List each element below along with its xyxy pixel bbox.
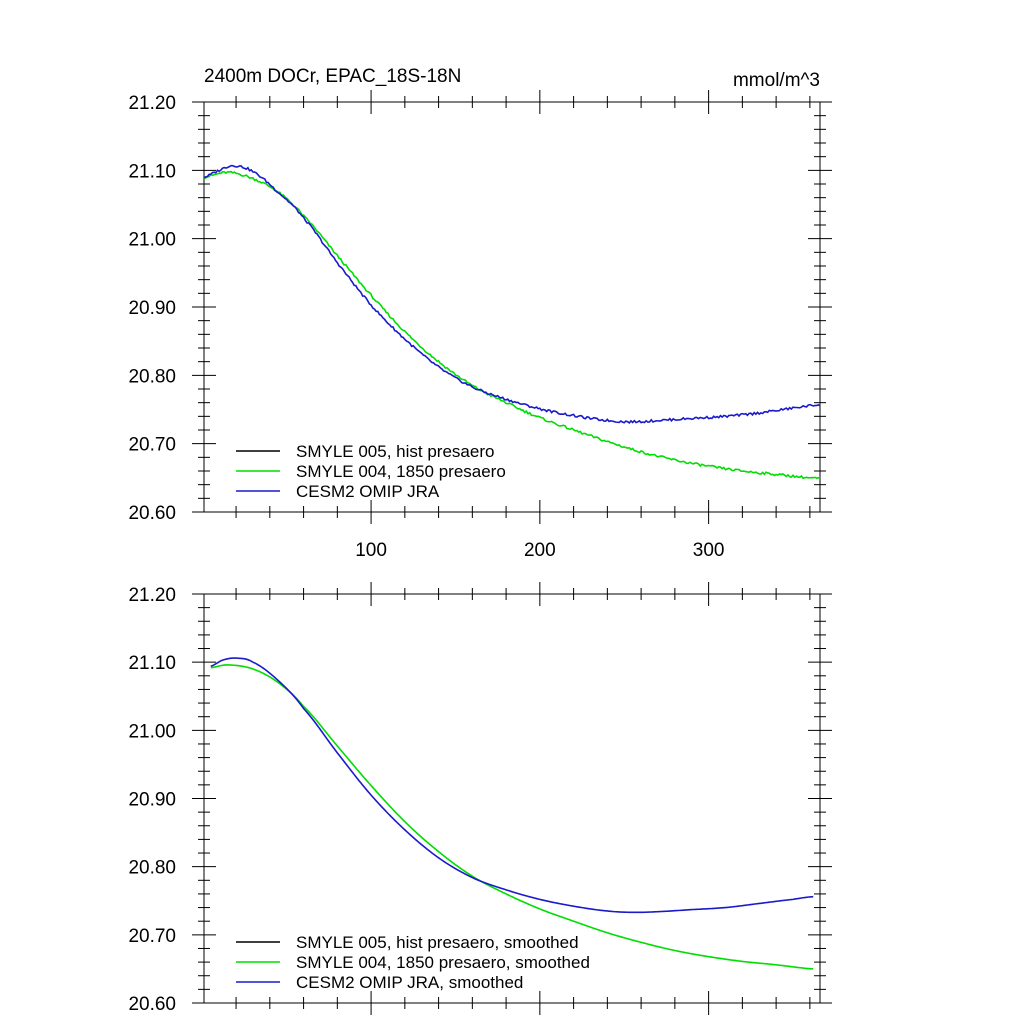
- bottom-panel: 20.60 20.70 20.80 20.90 21.00 21.10 21.20 SMYL…: [128, 582, 832, 1015]
- y-tick-label: 21.10: [128, 161, 176, 182]
- y-tick-label: 20.70: [128, 926, 176, 947]
- series-line: [203, 170, 821, 480]
- y-tick-label: 21.20: [128, 585, 176, 606]
- series-line: [210, 664, 814, 970]
- bottom-axes: 20.60 20.70 20.80 20.90 21.00 21.10 21.20: [128, 582, 832, 1015]
- x-tick-label: 100: [355, 540, 387, 561]
- units-label: mmol/m^3: [733, 70, 820, 91]
- bottom-legend: SMYLE 005, hist presaero, smoothedSMYLE …: [236, 933, 590, 992]
- top-series: [203, 164, 821, 480]
- legend-label: SMYLE 005, hist presaero: [296, 442, 494, 461]
- legend-label: CESM2 OMIP JRA: [296, 482, 440, 501]
- chart-title: 2400m DOCr, EPAC_18S-18N: [204, 66, 461, 87]
- y-tick-label: 20.80: [128, 366, 176, 387]
- y-tick-label: 21.00: [128, 721, 176, 742]
- legend-label: SMYLE 005, hist presaero, smoothed: [296, 933, 579, 952]
- y-tick-label: 21.20: [128, 93, 176, 114]
- y-tick-label: 21.00: [128, 230, 176, 251]
- series-line: [210, 657, 814, 914]
- bottom-series: [210, 657, 814, 970]
- top-axes: 20.60 20.70 20.80 20.90 21.00 21.10 21.20 100 20…: [128, 90, 832, 561]
- y-tick-label: 20.80: [128, 858, 176, 879]
- y-tick-label: 20.70: [128, 435, 176, 456]
- legend-label: SMYLE 004, 1850 presaero: [296, 462, 506, 481]
- series-line: [203, 164, 821, 424]
- y-tick-label: 20.90: [128, 790, 176, 811]
- y-tick-label: 20.60: [128, 994, 176, 1015]
- y-tick-label: 20.60: [128, 503, 176, 524]
- y-tick-label: 21.10: [128, 653, 176, 674]
- x-tick-label: 200: [524, 540, 556, 561]
- top-panel: 2400m DOCr, EPAC_18S-18N mmol/m^3 20.602…: [128, 66, 832, 561]
- legend-label: SMYLE 004, 1850 presaero, smoothed: [296, 953, 590, 972]
- x-tick-label: 300: [693, 540, 725, 561]
- y-tick-label: 20.90: [128, 298, 176, 319]
- legend-label: CESM2 OMIP JRA, smoothed: [296, 973, 523, 992]
